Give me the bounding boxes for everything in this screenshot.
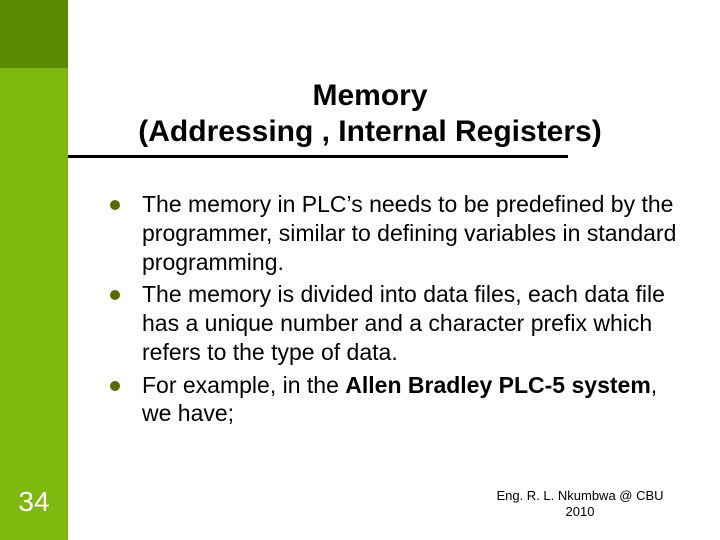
bullet-text: For example, in the Allen Bradley PLC-5 … xyxy=(142,371,690,429)
bullet-text-bold: Allen Bradley PLC-5 system xyxy=(345,372,651,398)
bullet-icon xyxy=(110,290,120,300)
bullet-text: The memory is divided into data files, e… xyxy=(142,280,690,366)
slide: Memory (Addressing , Internal Registers)… xyxy=(0,0,720,540)
bullet-text-pre: The memory in PLC’s needs to be predefin… xyxy=(142,191,676,275)
bullet-icon xyxy=(110,381,120,391)
left-accent-band xyxy=(0,0,68,540)
title-line-2: (Addressing , Internal Registers) xyxy=(90,114,650,150)
footer: Eng. R. L. Nkumbwa @ CBU 2010 xyxy=(470,488,690,521)
bullet-item: The memory is divided into data files, e… xyxy=(100,280,690,366)
footer-line-2: 2010 xyxy=(470,504,690,520)
slide-title: Memory (Addressing , Internal Registers) xyxy=(90,78,650,150)
title-line-1: Memory xyxy=(90,78,650,114)
body-content: The memory in PLC’s needs to be predefin… xyxy=(100,190,690,432)
title-underline xyxy=(68,155,568,158)
page-number: 34 xyxy=(0,486,68,518)
top-left-accent-square xyxy=(0,0,68,68)
bullet-item: The memory in PLC’s needs to be predefin… xyxy=(100,190,690,276)
bullet-text: The memory in PLC’s needs to be predefin… xyxy=(142,190,690,276)
bullet-icon xyxy=(110,200,120,210)
bullet-item: For example, in the Allen Bradley PLC-5 … xyxy=(100,371,690,429)
bullet-text-pre: The memory is divided into data files, e… xyxy=(142,281,665,365)
bullet-text-pre: For example, in the xyxy=(142,372,345,398)
footer-line-1: Eng. R. L. Nkumbwa @ CBU xyxy=(470,488,690,504)
